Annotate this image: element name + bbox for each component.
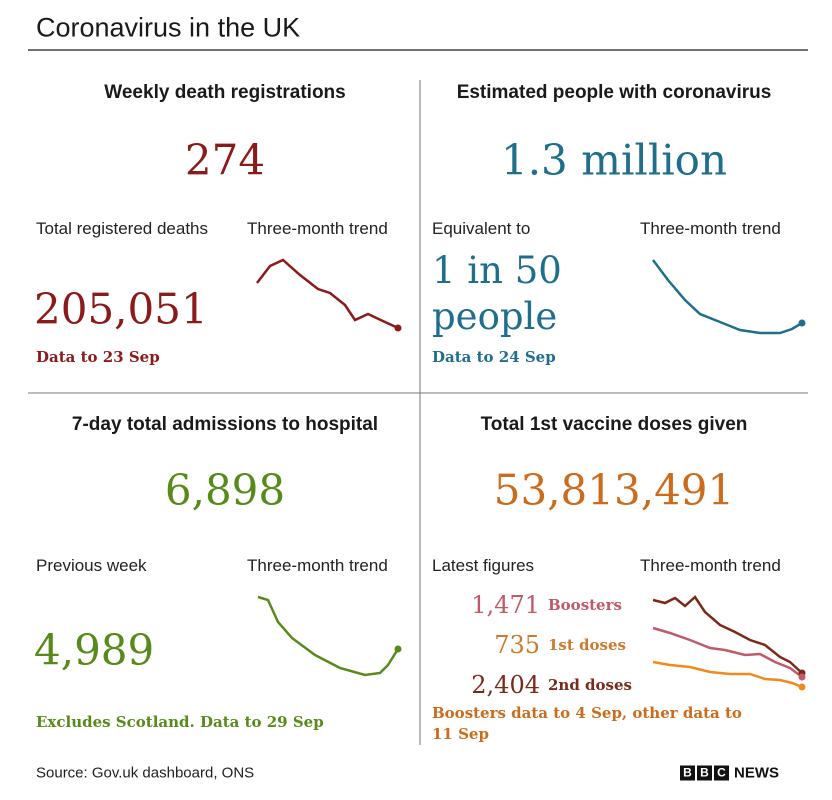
sub-value: 205,051 xyxy=(34,284,208,334)
trend-label: Three-month trend xyxy=(247,556,388,575)
sub-label: Latest figures xyxy=(432,556,535,575)
source: Source: Gov.uk dashboard, ONS xyxy=(36,764,255,782)
trend-line xyxy=(652,626,803,678)
note: Data to 23 Sep xyxy=(36,348,160,366)
breakdown-label: 2nd doses xyxy=(548,676,632,694)
panel-heading: Total 1st vaccine doses given xyxy=(480,414,748,435)
sub-value: 1 in 50 people xyxy=(432,249,562,338)
panel-heading: Estimated people with coronavirus xyxy=(456,82,772,103)
note: Data to 24 Sep xyxy=(432,348,556,366)
headline-value: 6,898 xyxy=(164,465,286,515)
trend-end xyxy=(798,683,806,691)
panel-heading: Weekly death registrations xyxy=(104,82,346,103)
trend-line xyxy=(257,595,400,677)
note: Boosters data to 4 Sep, other data to 11… xyxy=(432,704,742,743)
logo-word: NEWS xyxy=(734,764,779,782)
trend-end xyxy=(394,645,402,653)
title: Coronavirus in the UK xyxy=(36,12,301,43)
breakdown-value: 2,404 xyxy=(471,671,540,699)
breakdown-value: 735 xyxy=(494,631,540,659)
logo-letter: B xyxy=(697,765,712,781)
trend-line xyxy=(652,660,803,689)
headline-value: 274 xyxy=(184,135,266,185)
trend-label: Three-month trend xyxy=(640,556,781,575)
logo-letter: B xyxy=(680,765,695,781)
breakdown-label: Boosters xyxy=(548,596,622,614)
note: Excludes Scotland. Data to 29 Sep xyxy=(36,713,324,731)
panel-heading: 7-day total admissions to hospital xyxy=(71,414,379,435)
logo: B B C NEWS xyxy=(680,765,779,782)
breakdown-value: 1,471 xyxy=(471,591,540,619)
sub-value: 4,989 xyxy=(34,625,155,675)
trend-end xyxy=(394,324,402,332)
trend-end xyxy=(798,673,806,681)
sub-label: Equivalent to xyxy=(432,219,531,238)
trend-line xyxy=(652,259,803,335)
logo-letter: C xyxy=(714,765,729,781)
headline-value: 1.3 million xyxy=(500,135,728,185)
trend-line xyxy=(652,595,803,674)
sub-label: Previous week xyxy=(36,556,147,575)
sub-label: Total registered deaths xyxy=(36,219,208,238)
trend-end xyxy=(798,319,806,327)
breakdown-label: 1st doses xyxy=(548,636,626,654)
trend-label: Three-month trend xyxy=(247,219,388,238)
trend-label: Three-month trend xyxy=(640,219,781,238)
headline-value: 53,813,491 xyxy=(493,465,735,515)
trend-line xyxy=(256,258,399,330)
